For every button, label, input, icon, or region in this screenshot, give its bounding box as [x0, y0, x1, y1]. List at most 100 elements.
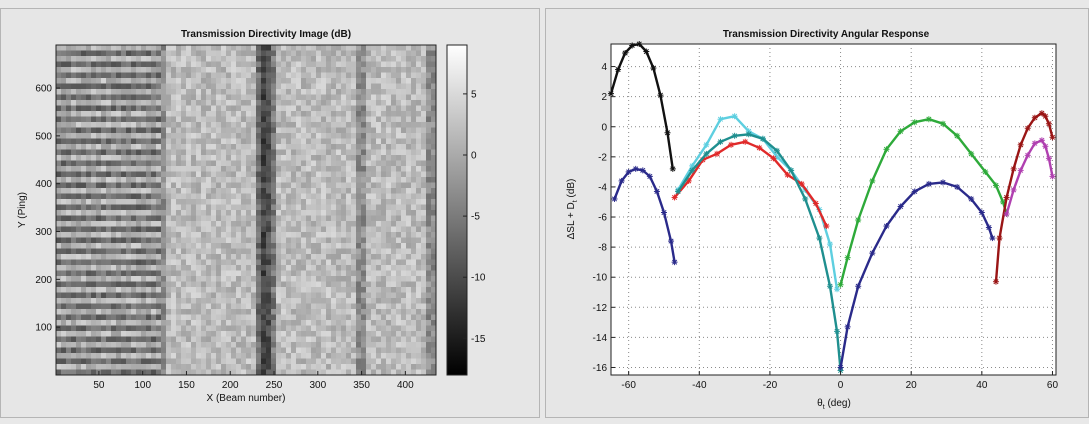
heatmap-cell — [421, 271, 426, 277]
heatmap-cell — [296, 304, 301, 310]
heatmap-cell — [141, 210, 146, 216]
heatmap-cell — [251, 216, 256, 222]
heatmap-cell — [391, 315, 396, 321]
heatmap-cell — [201, 84, 206, 90]
heatmap-cell — [201, 95, 206, 101]
heatmap-cell — [391, 100, 396, 106]
heatmap-cell — [116, 56, 121, 62]
heatmap-cell — [216, 359, 221, 365]
heatmap-cell — [106, 194, 111, 200]
heatmap-cell — [421, 221, 426, 227]
heatmap-cell — [276, 320, 281, 326]
heatmap-cell — [156, 353, 161, 359]
heatmap-cell — [306, 166, 311, 172]
heatmap-cell — [341, 315, 346, 321]
heatmap-cell — [356, 95, 361, 101]
heatmap-cell — [276, 238, 281, 244]
heatmap-cell — [121, 331, 126, 337]
heatmap-cell — [426, 348, 431, 354]
heatmap-cell — [181, 183, 186, 189]
heatmap-cell — [306, 106, 311, 112]
heatmap-cell — [111, 133, 116, 139]
heatmap-cell — [151, 177, 156, 183]
heatmap-cell — [366, 331, 371, 337]
heatmap-cell — [416, 128, 421, 134]
heatmap-cell — [331, 73, 336, 79]
heatmap-cell — [121, 216, 126, 222]
heatmap-cell — [416, 353, 421, 359]
heatmap-cell — [316, 139, 321, 145]
heatmap-cell — [341, 188, 346, 194]
heatmap-cell — [321, 205, 326, 211]
heatmap-cell — [321, 221, 326, 227]
heatmap-cell — [96, 100, 101, 106]
colorbar-tick-label: 5 — [471, 89, 477, 100]
heatmap-cell — [146, 117, 151, 123]
heatmap-cell — [231, 271, 236, 277]
heatmap-cell — [171, 353, 176, 359]
heatmap-cell — [201, 265, 206, 271]
heatmap-cell — [316, 78, 321, 84]
heatmap-cell — [151, 254, 156, 260]
heatmap-cell — [96, 62, 101, 68]
heatmap-cell — [181, 276, 186, 282]
heatmap-cell — [331, 78, 336, 84]
heatmap-cell — [356, 271, 361, 277]
heatmap-cell — [181, 337, 186, 343]
heatmap-cell — [256, 271, 261, 277]
heatmap-cell — [171, 282, 176, 288]
heatmap-cell — [341, 56, 346, 62]
heatmap-cell — [91, 337, 96, 343]
heatmap-cell — [181, 254, 186, 260]
heatmap-cell — [146, 51, 151, 57]
heatmap-cell — [336, 309, 341, 315]
heatmap-cell — [271, 298, 276, 304]
heatmap-cell — [291, 45, 296, 51]
heatmap-cell — [291, 166, 296, 172]
heatmap-cell — [391, 155, 396, 161]
heatmap-cell — [91, 78, 96, 84]
heatmap-cell — [106, 326, 111, 332]
heatmap-cell — [166, 337, 171, 343]
heatmap-cell — [171, 254, 176, 260]
heatmap-cell — [276, 73, 281, 79]
heatmap-cell — [201, 155, 206, 161]
heatmap-cell — [91, 282, 96, 288]
heatmap-cell — [286, 276, 291, 282]
heatmap-cell — [281, 111, 286, 117]
heatmap-cell — [221, 221, 226, 227]
heatmap-cell — [181, 293, 186, 299]
heatmap-cell — [386, 287, 391, 293]
heatmap-cell — [61, 188, 66, 194]
heatmap-cell — [156, 315, 161, 321]
heatmap-cell — [101, 238, 106, 244]
heatmap-cell — [251, 177, 256, 183]
heatmap-cell — [221, 238, 226, 244]
heatmap-cell — [61, 62, 66, 68]
heatmap-cell — [331, 106, 336, 112]
heatmap-cell — [266, 172, 271, 178]
heatmap-cell — [126, 293, 131, 299]
heatmap-cell — [351, 359, 356, 365]
heatmap-cell — [151, 84, 156, 90]
heatmap-cell — [386, 326, 391, 332]
heatmap-cell — [271, 51, 276, 57]
heatmap-cell — [86, 188, 91, 194]
heatmap-cell — [401, 155, 406, 161]
heatmap-cell — [246, 254, 251, 260]
heatmap-cell — [346, 45, 351, 51]
heatmap-cell — [286, 166, 291, 172]
heatmap-cell — [376, 221, 381, 227]
heatmap-cell — [266, 243, 271, 249]
heatmap-cell — [56, 106, 61, 112]
heatmap-cell — [376, 133, 381, 139]
heatmap-cell — [136, 188, 141, 194]
heatmap-cell — [391, 166, 396, 172]
heatmap-cell — [106, 56, 111, 62]
heatmap-cell — [236, 100, 241, 106]
heatmap-cell — [231, 62, 236, 68]
heatmap-cell — [76, 216, 81, 222]
heatmap-cell — [316, 73, 321, 79]
heatmap-cell — [336, 276, 341, 282]
heatmap-cell — [331, 364, 336, 370]
